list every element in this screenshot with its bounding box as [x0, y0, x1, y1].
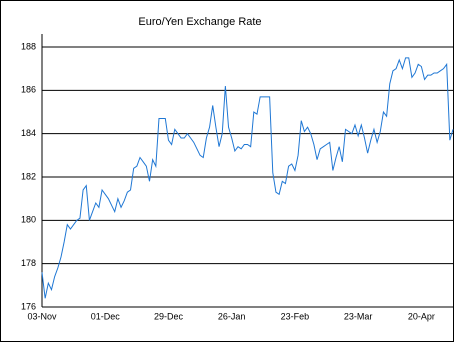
y-tick-label: 188 — [21, 41, 36, 51]
x-tick-label: 23-Feb — [281, 311, 310, 321]
x-tick-label: 03-Nov — [27, 311, 57, 321]
x-tick-label: 01-Dec — [91, 311, 121, 321]
x-tick-label: 26-Jan — [218, 311, 246, 321]
x-tick-label: 23-Mar — [344, 311, 373, 321]
x-tick-label: 29-Dec — [154, 311, 184, 321]
y-tick-label: 180 — [21, 215, 36, 225]
line-series — [41, 57, 454, 299]
chart-title: Euro/Yen Exchange Rate — [138, 16, 261, 28]
x-tick-label: 20-Apr — [408, 311, 435, 321]
y-tick-label: 184 — [21, 128, 36, 138]
y-tick-label: 178 — [21, 258, 36, 268]
y-tick-label: 176 — [21, 301, 36, 311]
y-tick-label: 186 — [21, 85, 36, 95]
y-tick-label: 182 — [21, 171, 36, 181]
